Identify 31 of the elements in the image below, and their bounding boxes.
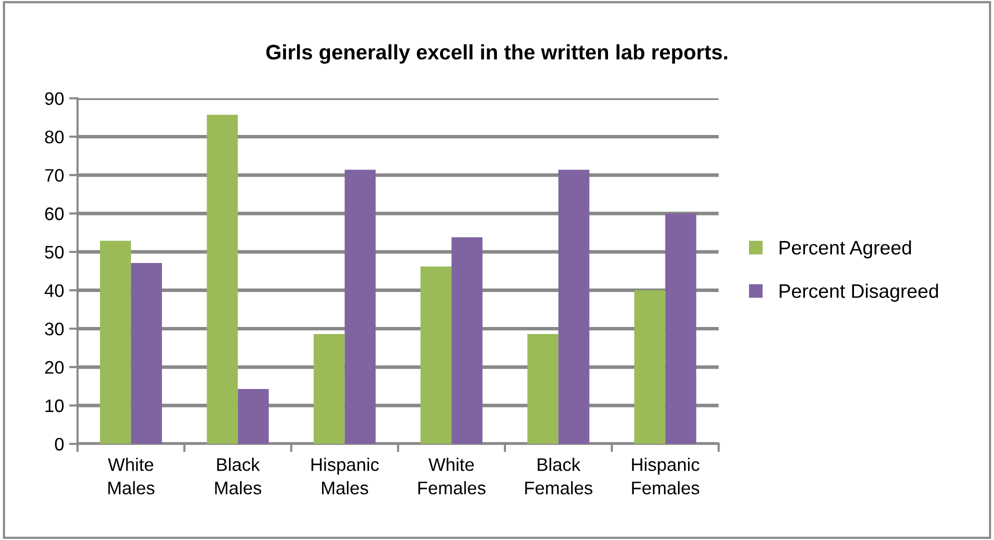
bar (344, 170, 376, 444)
chart-title: Girls generally excell in the written lab reports. (266, 44, 728, 64)
bar (314, 334, 345, 444)
bar (452, 237, 483, 444)
bar (130, 263, 162, 444)
y-tick-label: 70 (45, 169, 64, 182)
x-tick-label: Black Males (215, 458, 262, 494)
y-tick-label: 50 (44, 246, 64, 259)
bar (665, 213, 696, 444)
y-tick-label: 80 (45, 130, 64, 144)
y-tick-label: 20 (45, 361, 64, 374)
x-tick-label: White Females (418, 458, 486, 494)
bar (100, 240, 131, 444)
x-tick-label: Hispanic Males (312, 458, 379, 494)
bar (558, 170, 590, 444)
y-tick-label: 60 (45, 207, 64, 220)
y-tick-label: 10 (46, 399, 64, 412)
y-tick-label: 90 (45, 92, 64, 105)
x-tick-label: Black Females (525, 458, 592, 494)
y-tick-label: 30 (44, 322, 64, 336)
bar (527, 334, 558, 444)
bar (206, 114, 238, 444)
x-tick-label: White Males (108, 458, 154, 494)
legend-label: Percent Agreed (780, 240, 911, 258)
y-tick-label: 0 (55, 438, 64, 451)
x-tick-label: Hispanic Females (632, 458, 700, 494)
y-tick-label: 40 (44, 284, 64, 297)
bar (634, 290, 666, 444)
legend-label: Percent Disagreed (780, 284, 938, 302)
bar (420, 266, 452, 444)
bar (238, 388, 269, 444)
